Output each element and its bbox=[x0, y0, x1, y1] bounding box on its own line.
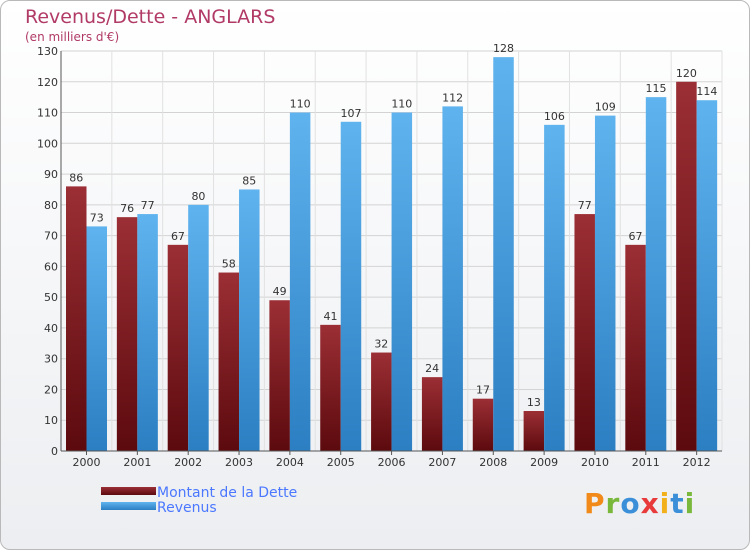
data-label-dette: 49 bbox=[273, 285, 287, 298]
data-label-dette: 32 bbox=[374, 338, 388, 351]
x-tick-label: 2006 bbox=[378, 456, 406, 469]
y-tick-label: 60 bbox=[44, 260, 58, 273]
y-tick-label: 120 bbox=[37, 76, 58, 89]
bar-dette bbox=[66, 186, 87, 451]
y-tick-label: 20 bbox=[44, 383, 58, 396]
bar-dette bbox=[676, 81, 697, 452]
x-tick-label: 2011 bbox=[632, 456, 660, 469]
y-tick-label: 0 bbox=[51, 445, 58, 458]
data-label-dette: 120 bbox=[676, 67, 697, 80]
data-label-dette: 86 bbox=[69, 171, 83, 184]
y-tick-label: 10 bbox=[44, 414, 58, 427]
data-label-revenus: 115 bbox=[646, 82, 667, 95]
chart-title: Revenus/Dette - ANGLARS bbox=[25, 6, 276, 28]
y-tick-label: 130 bbox=[37, 45, 58, 58]
legend-swatch-dette bbox=[101, 487, 156, 495]
x-tick-label: 2002 bbox=[174, 456, 202, 469]
bar-revenus bbox=[289, 112, 311, 452]
data-label-revenus: 107 bbox=[340, 107, 361, 120]
chart-subtitle: (en milliers d'€) bbox=[25, 30, 120, 44]
bar-revenus bbox=[137, 214, 158, 451]
bar-dette bbox=[320, 324, 341, 451]
x-tick-label: 2007 bbox=[428, 456, 456, 469]
data-label-revenus: 114 bbox=[696, 85, 717, 98]
data-label-dette: 77 bbox=[578, 199, 592, 212]
legend-label-dette: Montant de la Dette bbox=[157, 485, 298, 501]
y-tick-label: 70 bbox=[44, 230, 58, 243]
y-tick-label: 80 bbox=[44, 199, 58, 212]
data-label-dette: 41 bbox=[323, 310, 337, 323]
x-tick-label: 2005 bbox=[327, 456, 355, 469]
y-tick-label: 50 bbox=[44, 291, 58, 304]
data-label-revenus: 80 bbox=[191, 190, 205, 203]
bar-revenus bbox=[594, 115, 616, 451]
data-label-revenus: 73 bbox=[90, 211, 104, 224]
y-tick-label: 100 bbox=[37, 137, 58, 150]
data-label-revenus: 110 bbox=[391, 98, 412, 111]
bar-dette bbox=[167, 244, 189, 451]
data-label-dette: 24 bbox=[425, 362, 439, 375]
data-label-revenus: 112 bbox=[442, 91, 463, 104]
bar-revenus bbox=[239, 189, 260, 451]
bar-revenus bbox=[442, 106, 463, 451]
data-label-dette: 76 bbox=[120, 202, 134, 215]
x-tick-label: 2003 bbox=[225, 456, 253, 469]
bar-revenus bbox=[86, 226, 107, 451]
bar-revenus bbox=[696, 100, 718, 451]
bar-dette bbox=[371, 352, 392, 451]
bar-dette bbox=[523, 411, 545, 451]
proxiti-logo: Proxiti bbox=[584, 487, 696, 520]
data-label-dette: 67 bbox=[629, 230, 643, 243]
legend-label-revenus: Revenus bbox=[157, 500, 217, 516]
data-label-revenus: 110 bbox=[290, 98, 311, 111]
data-label-dette: 13 bbox=[527, 396, 541, 409]
x-tick-label: 2009 bbox=[530, 456, 558, 469]
bar-revenus bbox=[645, 97, 667, 452]
data-label-dette: 17 bbox=[476, 384, 490, 397]
bar-dette bbox=[269, 300, 290, 451]
bar-dette bbox=[218, 272, 240, 451]
x-tick-label: 2001 bbox=[123, 456, 151, 469]
data-label-revenus: 106 bbox=[544, 110, 565, 123]
bar-revenus bbox=[188, 204, 209, 451]
bar-revenus bbox=[340, 121, 362, 452]
x-tick-label: 2000 bbox=[73, 456, 101, 469]
y-tick-label: 110 bbox=[37, 107, 58, 120]
data-label-dette: 58 bbox=[222, 258, 236, 271]
x-tick-label: 2010 bbox=[581, 456, 609, 469]
data-label-revenus: 128 bbox=[493, 42, 514, 55]
bar-dette bbox=[116, 217, 138, 451]
bar-revenus bbox=[544, 124, 565, 451]
y-tick-label: 30 bbox=[44, 353, 58, 366]
bar-dette bbox=[472, 398, 494, 451]
bar-dette bbox=[625, 244, 646, 451]
data-label-revenus: 85 bbox=[242, 174, 256, 187]
data-label-dette: 67 bbox=[171, 230, 185, 243]
data-label-revenus: 109 bbox=[595, 101, 616, 114]
x-tick-label: 2008 bbox=[479, 456, 507, 469]
y-tick-label: 90 bbox=[44, 168, 58, 181]
x-tick-label: 2012 bbox=[683, 456, 711, 469]
bar-dette bbox=[574, 214, 595, 451]
y-tick-label: 40 bbox=[44, 322, 58, 335]
bar-dette bbox=[421, 377, 443, 451]
x-tick-label: 2004 bbox=[276, 456, 304, 469]
data-label-revenus: 77 bbox=[141, 199, 155, 212]
legend-swatch-revenus bbox=[101, 502, 156, 510]
bar-revenus bbox=[493, 57, 514, 452]
bar-revenus bbox=[391, 112, 413, 452]
